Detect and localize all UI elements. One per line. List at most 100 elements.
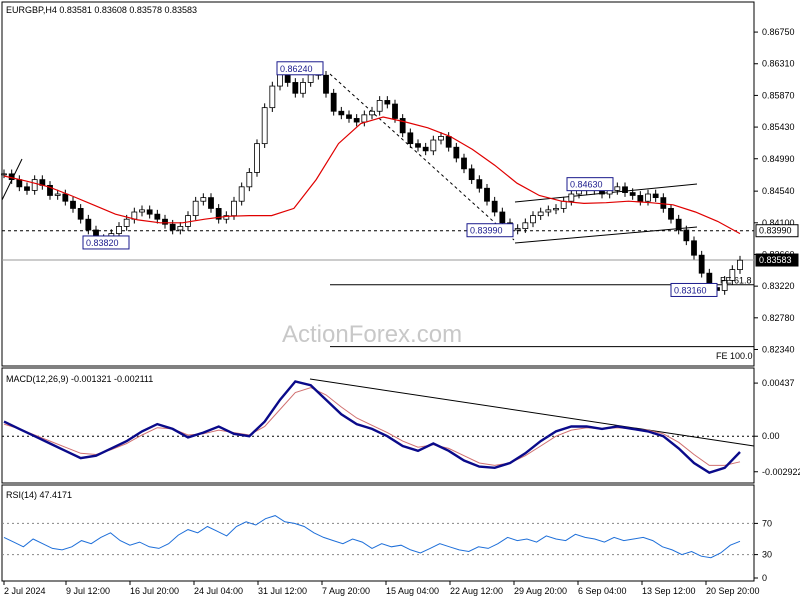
candle-body [468,168,475,181]
macd-trend-line [309,378,755,447]
candle-body [683,229,690,242]
price-annotation-label: 0.83820 [86,238,119,248]
candle-body [254,143,260,173]
candle-body [292,82,299,94]
candle-body [499,211,506,224]
candle-body [553,208,559,211]
price-annotation-box [670,282,718,297]
moving-average-line [3,116,741,235]
candle-body [47,184,53,196]
candle-body [85,218,92,231]
price-tick-label: 0.82780 [762,313,795,323]
price-tick-label: 0.83220 [762,281,795,291]
level-price-box [755,224,799,238]
candle-body [514,228,521,231]
candle-body [668,208,674,220]
rsi-line [3,515,741,559]
candle-body [560,200,567,209]
candle-body [330,92,337,112]
candle-body [231,200,237,217]
candle-body [614,186,621,191]
candle-body [154,213,161,220]
level-price-label: 0.83990 [759,226,792,236]
candle-body [269,85,276,109]
candle-body [200,197,207,202]
price-annotation-box [276,61,324,76]
x-tick-label: 6 Sep 04:00 [578,586,627,596]
candle-body [146,209,153,215]
candle-body [645,193,651,202]
candle-body [261,107,268,145]
candle-body [346,114,352,119]
candle-body [691,240,697,256]
candle-body [31,179,38,191]
candle-body [675,218,682,231]
candle-body [445,136,452,148]
x-tick-label: 29 Aug 20:00 [514,586,567,596]
x-tick-label: 31 Jul 12:00 [258,586,307,596]
candle-body [139,209,145,213]
candle-body [123,218,130,227]
candle-body [491,200,498,213]
price-annotation-label: 0.83990 [470,226,503,236]
x-tick-label: 2 Jul 2024 [4,586,46,596]
macd-tick-label: -0.002922 [762,467,800,477]
candle-body [422,146,429,152]
candle-body [537,211,544,217]
candle-body [300,82,306,94]
price-tick-label: 0.85430 [762,122,795,132]
candle-body [215,208,222,220]
candle-body [162,218,168,225]
candle-body [16,179,23,188]
price-annotation-box [466,223,514,238]
rsi-tick-label: 0 [762,573,767,583]
macd-panel-frame [1,367,755,484]
candle-body [353,118,360,123]
candle-body [70,200,76,209]
candle-body [629,192,636,196]
candle-body [438,136,444,141]
candle-body [545,209,552,213]
x-tick-label: 16 Jul 20:00 [130,586,179,596]
channel-upper-line [514,183,698,203]
x-tick-label: 22 Aug 12:00 [450,586,503,596]
price-annotation-label: 0.83160 [674,285,707,295]
x-tick-label: 15 Aug 04:00 [386,586,439,596]
candle-body [192,200,199,217]
candle-body [376,100,383,112]
candle-body [461,157,467,170]
price-annotation-box [82,235,130,250]
x-tick-label: 13 Sep 12:00 [642,586,696,596]
candle-body [116,226,122,235]
candle-body [1,173,7,176]
candle-body [323,74,329,94]
price-annotation-label: 0.84630 [570,180,603,190]
candle-body [415,143,421,148]
candle-body [568,193,575,202]
rsi-tick-label: 70 [762,518,772,528]
candle-body [484,187,490,202]
rsi-panel-frame [1,484,755,582]
macd-tick-label: 0.00 [762,431,780,441]
candle-body [77,208,84,220]
watermark: ActionForex.com [282,321,462,348]
candle-body [24,186,30,191]
candle-body [246,172,253,188]
rsi-title: RSI(14) 47.4171 [6,490,72,500]
level-price-box [755,253,799,267]
candle-body [169,223,176,231]
channel-lower-line [514,226,698,244]
macd-tick-label: 0.00437 [762,378,795,388]
fe-label: FE 100.0 [716,351,753,361]
x-tick-label: 24 Jul 04:00 [194,586,243,596]
candle-body [430,139,437,152]
candle-body [208,197,214,209]
candle-body [361,114,368,123]
symbol-header: EURGBP,H4 0.83581 0.83608 0.83578 0.8358… [6,5,197,15]
candle-body [384,100,391,105]
candle-body [698,254,705,274]
candle-body [238,186,245,202]
candle-body [522,222,529,229]
price-tick-label: 0.84540 [762,186,795,196]
